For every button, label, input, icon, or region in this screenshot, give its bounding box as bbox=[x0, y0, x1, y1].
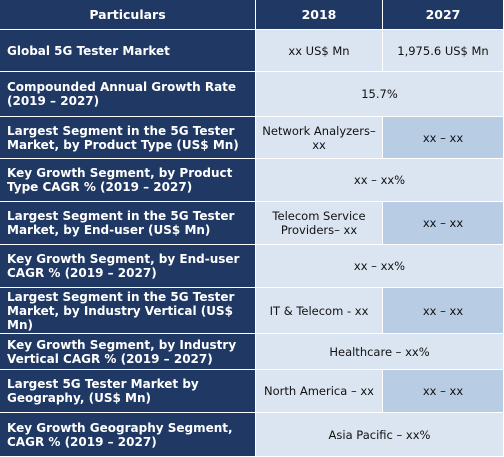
table-row: Key Growth Segment, by End-user CAGR % (… bbox=[0, 245, 504, 288]
table-row: Largest Segment in the 5G Tester Market,… bbox=[0, 202, 504, 245]
value-2027: xx – xx bbox=[383, 202, 504, 245]
value-2018: IT & Telecom - xx bbox=[256, 288, 383, 334]
row-label: Largest Segment in the 5G Tester Market,… bbox=[0, 117, 256, 159]
table-row: Largest Segment in the 5G Tester Market,… bbox=[0, 117, 504, 159]
value-2018: xx US$ Mn bbox=[256, 30, 383, 72]
value-2027: xx – xx bbox=[383, 288, 504, 334]
value-merged: 15.7% bbox=[256, 72, 504, 117]
value-2027: xx – xx bbox=[383, 117, 504, 159]
value-merged: Healthcare – xx% bbox=[256, 334, 504, 370]
row-label: Key Growth Segment, by Industry Vertical… bbox=[0, 334, 256, 370]
value-2018: Telecom Service Providers– xx bbox=[256, 202, 383, 245]
row-label: Key Growth Geography Segment, CAGR % (20… bbox=[0, 413, 256, 457]
value-merged: xx – xx% bbox=[256, 159, 504, 202]
table-row: Largest Segment in the 5G Tester Market,… bbox=[0, 288, 504, 334]
row-label: Largest Segment in the 5G Tester Market,… bbox=[0, 288, 256, 334]
header-particulars: Particulars bbox=[0, 0, 256, 30]
table-row: Largest 5G Tester Market by Geography, (… bbox=[0, 370, 504, 413]
table-row: Key Growth Segment, by Product Type CAGR… bbox=[0, 159, 504, 202]
value-2027: xx – xx bbox=[383, 370, 504, 413]
table-row: Key Growth Geography Segment, CAGR % (20… bbox=[0, 413, 504, 457]
value-2018: Network Analyzers– xx bbox=[256, 117, 383, 159]
table-row: Compounded Annual Growth Rate (2019 – 20… bbox=[0, 72, 504, 117]
row-label: Largest Segment in the 5G Tester Market,… bbox=[0, 202, 256, 245]
header-row: Particulars 2018 2027 bbox=[0, 0, 504, 30]
value-merged: Asia Pacific – xx% bbox=[256, 413, 504, 457]
row-label: Key Growth Segment, by End-user CAGR % (… bbox=[0, 245, 256, 288]
row-label: Compounded Annual Growth Rate (2019 – 20… bbox=[0, 72, 256, 117]
header-2018: 2018 bbox=[256, 0, 383, 30]
header-2027: 2027 bbox=[383, 0, 504, 30]
row-label: Key Growth Segment, by Product Type CAGR… bbox=[0, 159, 256, 202]
table-row: Global 5G Tester Market xx US$ Mn 1,975.… bbox=[0, 30, 504, 72]
value-2027: 1,975.6 US$ Mn bbox=[383, 30, 504, 72]
value-2018: North America – xx bbox=[256, 370, 383, 413]
row-label: Largest 5G Tester Market by Geography, (… bbox=[0, 370, 256, 413]
value-merged: xx – xx% bbox=[256, 245, 504, 288]
table-row: Key Growth Segment, by Industry Vertical… bbox=[0, 334, 504, 370]
row-label: Global 5G Tester Market bbox=[0, 30, 256, 72]
